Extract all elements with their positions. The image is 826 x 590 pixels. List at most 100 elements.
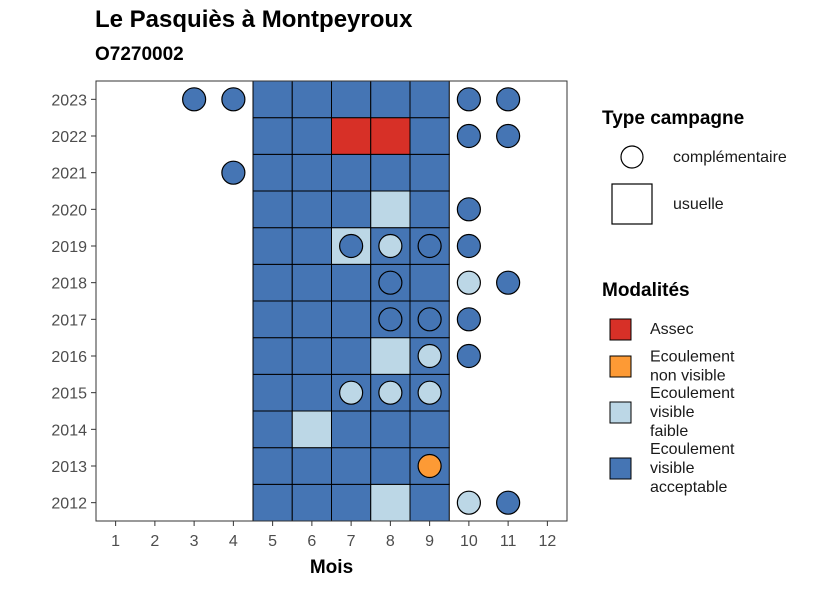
x-tick-label: 2 <box>150 533 159 550</box>
x-axis: 1 2 3 4 5 6 7 8 9 10 11 12 <box>111 521 556 550</box>
y-tick-label: 2014 <box>51 422 87 439</box>
legend-modalite-label: visible <box>650 460 695 477</box>
x-axis-title: Mois <box>310 557 353 578</box>
tile-2012-9 <box>409 483 450 522</box>
tile-2022-8 <box>370 117 411 155</box>
point-2023-3 <box>182 87 207 112</box>
plot-panel-border <box>95 80 568 522</box>
tile-2019-6 <box>291 227 332 265</box>
x-tick-label: 7 <box>347 533 356 550</box>
tile-2016-5 <box>252 337 293 375</box>
y-tick-label: 2021 <box>51 166 87 183</box>
x-tick-label: 3 <box>190 533 199 550</box>
point-2021-4 <box>221 160 246 185</box>
point-2019-9 <box>417 233 442 259</box>
legend-modalites-title: Modalités <box>602 280 690 301</box>
x-tick-label: 11 <box>500 533 517 550</box>
tile-2013-6 <box>291 447 332 485</box>
legend-type-campagne: Type campagne complémentaire usuelle <box>602 108 787 225</box>
point-2023-4 <box>221 87 246 112</box>
tile-2020-5 <box>252 190 293 229</box>
chart-title: Le Pasquiès à Montpeyroux <box>95 6 413 33</box>
point-2018-11 <box>496 270 521 295</box>
tile-2023-7 <box>331 80 372 119</box>
x-tick-label: 8 <box>386 533 395 550</box>
tile-2014-7 <box>331 410 372 449</box>
y-tick-label: 2022 <box>51 129 87 146</box>
y-tick-label: 2017 <box>51 312 87 329</box>
tile-2023-8 <box>370 80 411 119</box>
point-2023-11 <box>496 87 521 112</box>
legend-modalite-label: Assec <box>650 321 694 338</box>
chart-subtitle: O7270002 <box>95 44 184 65</box>
tile-2019-5 <box>252 227 293 265</box>
tile-2020-7 <box>331 190 372 229</box>
tile-2013-7 <box>331 447 372 485</box>
legend-modalite-label: Ecoulement <box>650 385 735 402</box>
tile-2020-9 <box>409 190 450 229</box>
tile-2014-6 <box>291 410 332 449</box>
tile-2022-5 <box>252 117 293 155</box>
x-tick-label: 10 <box>460 533 478 550</box>
tile-2021-6 <box>291 153 332 192</box>
point-2015-9 <box>417 380 442 405</box>
point-2018-8 <box>378 270 403 295</box>
tile-2017-6 <box>291 300 332 339</box>
tile-2012-5 <box>252 483 293 522</box>
point-2013-9 <box>417 453 442 479</box>
tile-2021-5 <box>252 153 293 192</box>
point-2015-8 <box>378 380 403 405</box>
y-tick-label: 2019 <box>51 239 87 256</box>
tile-2016-8 <box>370 337 411 375</box>
tile-2023-5 <box>252 80 293 119</box>
x-tick-label: 6 <box>307 533 316 550</box>
tile-2023-6 <box>291 80 332 119</box>
legend-square-key <box>611 183 653 225</box>
legend-modalite-label: non visible <box>650 368 726 385</box>
tile-2012-6 <box>291 483 332 522</box>
point-2016-10 <box>456 343 481 369</box>
y-tick-label: 2018 <box>51 276 87 293</box>
tile-2016-7 <box>331 337 372 375</box>
point-2019-8 <box>378 233 403 259</box>
point-2020-10 <box>456 197 481 222</box>
x-tick-label: 5 <box>268 533 277 550</box>
tile-2020-6 <box>291 190 332 229</box>
y-tick-label: 2015 <box>51 386 87 403</box>
tile-2018-7 <box>331 263 372 302</box>
legend-type-label: usuelle <box>673 196 724 213</box>
y-tick-label: 2023 <box>51 92 87 109</box>
y-tick-label: 2013 <box>51 459 87 476</box>
point-2012-11 <box>496 490 521 515</box>
tile-2017-7 <box>331 300 372 339</box>
tile-2016-6 <box>291 337 332 375</box>
legend-modalite-label: Ecoulement <box>650 349 735 366</box>
tile-2022-6 <box>291 117 332 155</box>
tile-2021-9 <box>409 153 450 192</box>
legend-modalite-label: Ecoulement <box>650 441 735 458</box>
tile-2018-6 <box>291 263 332 302</box>
point-2023-10 <box>456 87 481 112</box>
y-tick-label: 2020 <box>51 202 87 219</box>
tile-2015-6 <box>291 373 332 412</box>
tile-2022-9 <box>409 117 450 155</box>
legend-type-title: Type campagne <box>602 108 744 129</box>
y-axis: 2012 2013 2014 2015 2016 2017 2018 2019 2020 2021… <box>51 92 96 513</box>
x-tick-label: 4 <box>229 533 238 550</box>
y-tick-label: 2016 <box>51 349 87 366</box>
point-2016-9 <box>417 343 442 369</box>
tile-2012-8 <box>370 483 411 522</box>
point-2022-11 <box>496 123 521 149</box>
tile-2012-7 <box>331 483 372 522</box>
tile-2018-5 <box>252 263 293 302</box>
tile-2014-8 <box>370 410 411 449</box>
tile-2013-8 <box>370 447 411 485</box>
tile-2022-7 <box>331 117 372 155</box>
point-2018-10 <box>456 270 481 295</box>
tile-2017-5 <box>252 300 293 339</box>
tile-2014-5 <box>252 410 293 449</box>
complementaire-points <box>182 87 521 515</box>
point-2017-8 <box>378 307 403 332</box>
y-tick-label: 2012 <box>51 496 87 513</box>
